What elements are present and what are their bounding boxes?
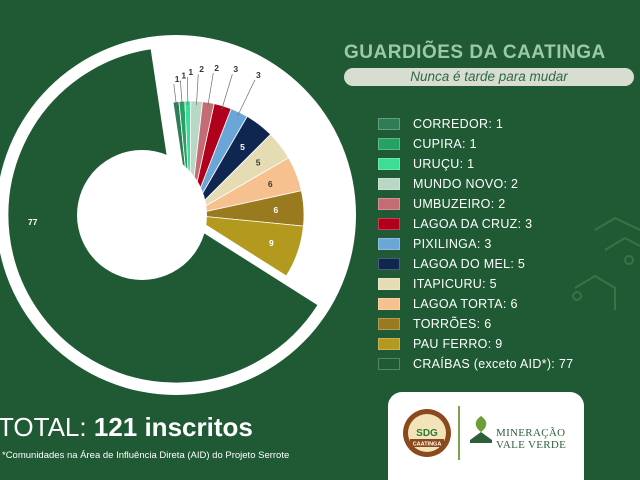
legend-item: CORREDOR: 1 bbox=[378, 114, 628, 134]
legend-item: PIXILINGA: 3 bbox=[378, 234, 628, 254]
data-label-pau-ferro: 9 bbox=[269, 238, 274, 248]
legend-swatch bbox=[378, 118, 400, 130]
svg-text:CAATINGA: CAATINGA bbox=[413, 442, 442, 448]
legend-label: URUÇU: 1 bbox=[413, 157, 475, 171]
legend-swatch bbox=[378, 178, 400, 190]
page-title: GUARDIÕES DA CAATINGA bbox=[344, 42, 606, 63]
svg-text:SDG: SDG bbox=[416, 428, 438, 439]
legend-item: LAGOA DA CRUZ: 3 bbox=[378, 214, 628, 234]
legend-swatch bbox=[378, 198, 400, 210]
legend-label: MUNDO NOVO: 2 bbox=[413, 177, 519, 191]
legend-label: UMBUZEIRO: 2 bbox=[413, 197, 506, 211]
legend-label: CORREDOR: 1 bbox=[413, 117, 504, 131]
legend-item: MUNDO NOVO: 2 bbox=[378, 174, 628, 194]
leader-line bbox=[207, 72, 214, 107]
page-subtitle: Nunca é tarde para mudar bbox=[344, 68, 634, 86]
chart-legend: CORREDOR: 1 CUPIRA: 1 URUÇU: 1 MUNDO NOVO: … bbox=[378, 114, 628, 374]
footnote: *Comunidades na Área de Influência Diret… bbox=[2, 450, 290, 461]
chart-leader-lines bbox=[173, 72, 256, 117]
leader-line bbox=[196, 74, 199, 106]
legend-swatch bbox=[378, 218, 400, 230]
legend-item: ITAPICURU: 5 bbox=[378, 274, 628, 294]
mvv-line1: MINERAÇÃO bbox=[496, 427, 566, 439]
legend-swatch bbox=[378, 298, 400, 310]
legend-label: PAU FERRO: 9 bbox=[413, 337, 503, 351]
guardioes-seal-logo: SDG CAATINGA bbox=[403, 409, 451, 457]
pie-slice-pau-ferro bbox=[189, 214, 304, 277]
mvv-leaf-icon bbox=[470, 416, 492, 443]
legend-swatch bbox=[378, 158, 400, 170]
legend-item: TORRÕES: 6 bbox=[378, 314, 628, 334]
data-label-lagoa-torta: 6 bbox=[268, 179, 273, 189]
leader-line bbox=[186, 77, 189, 106]
legend-swatch bbox=[378, 238, 400, 250]
data-label-lagoa-da-cruz: 3 bbox=[233, 64, 238, 74]
leader-line bbox=[221, 74, 233, 110]
data-label-corredor: 1 bbox=[175, 74, 180, 84]
legend-label: CRAÍBAS (exceto AID*): 77 bbox=[413, 357, 574, 371]
mvv-line2: VALE VERDE bbox=[496, 439, 567, 451]
legend-swatch bbox=[378, 358, 400, 370]
legend-label: LAGOA DO MEL: 5 bbox=[413, 257, 526, 271]
legend-swatch bbox=[378, 138, 400, 150]
data-label-torr-es: 6 bbox=[273, 205, 278, 215]
legend-item: CUPIRA: 1 bbox=[378, 134, 628, 154]
leader-line bbox=[237, 79, 256, 117]
decorative-pattern bbox=[572, 216, 640, 310]
mineracao-vale-verde-logo: MINERAÇÃO VALE VERDE bbox=[468, 412, 580, 452]
legend-label: PIXILINGA: 3 bbox=[413, 237, 492, 251]
legend-item: LAGOA DO MEL: 5 bbox=[378, 254, 628, 274]
total-value: 121 inscritos bbox=[93, 412, 253, 442]
total-count: TOTAL: 121 inscritos bbox=[0, 412, 253, 443]
data-label-cupira: 1 bbox=[181, 70, 186, 80]
legend-item: UMBUZEIRO: 2 bbox=[378, 194, 628, 214]
leader-line bbox=[180, 80, 183, 106]
logo-divider bbox=[458, 406, 460, 460]
legend-swatch bbox=[378, 318, 400, 330]
legend-swatch bbox=[378, 258, 400, 270]
sponsor-logo-card: SDG CAATINGA MINERAÇÃO VALE VERDE bbox=[388, 392, 584, 480]
leader-line bbox=[173, 83, 177, 106]
legend-swatch bbox=[378, 338, 400, 350]
total-label: TOTAL: bbox=[0, 412, 87, 442]
data-label-cra-bas-exceto-aid-: 77 bbox=[28, 217, 38, 227]
donut-hole bbox=[77, 150, 207, 280]
legend-swatch bbox=[378, 278, 400, 290]
mvv-wordmark: MINERAÇÃO VALE VERDE bbox=[496, 427, 566, 451]
legend-item: PAU FERRO: 9 bbox=[378, 334, 628, 354]
data-label-mundo-novo: 2 bbox=[199, 64, 204, 74]
data-label-itapicuru: 5 bbox=[256, 158, 261, 168]
legend-label: TORRÕES: 6 bbox=[413, 317, 492, 331]
legend-item: CRAÍBAS (exceto AID*): 77 bbox=[378, 354, 628, 374]
legend-item: URUÇU: 1 bbox=[378, 154, 628, 174]
legend-label: LAGOA DA CRUZ: 3 bbox=[413, 217, 533, 231]
legend-label: LAGOA TORTA: 6 bbox=[413, 297, 518, 311]
legend-label: CUPIRA: 1 bbox=[413, 137, 477, 151]
data-label-uru-u: 1 bbox=[188, 67, 193, 77]
data-label-pixilinga: 3 bbox=[256, 70, 261, 80]
data-label-umbuzeiro: 2 bbox=[214, 63, 219, 73]
data-label-lagoa-do-mel: 5 bbox=[240, 142, 245, 152]
legend-item: LAGOA TORTA: 6 bbox=[378, 294, 628, 314]
legend-label: ITAPICURU: 5 bbox=[413, 277, 497, 291]
